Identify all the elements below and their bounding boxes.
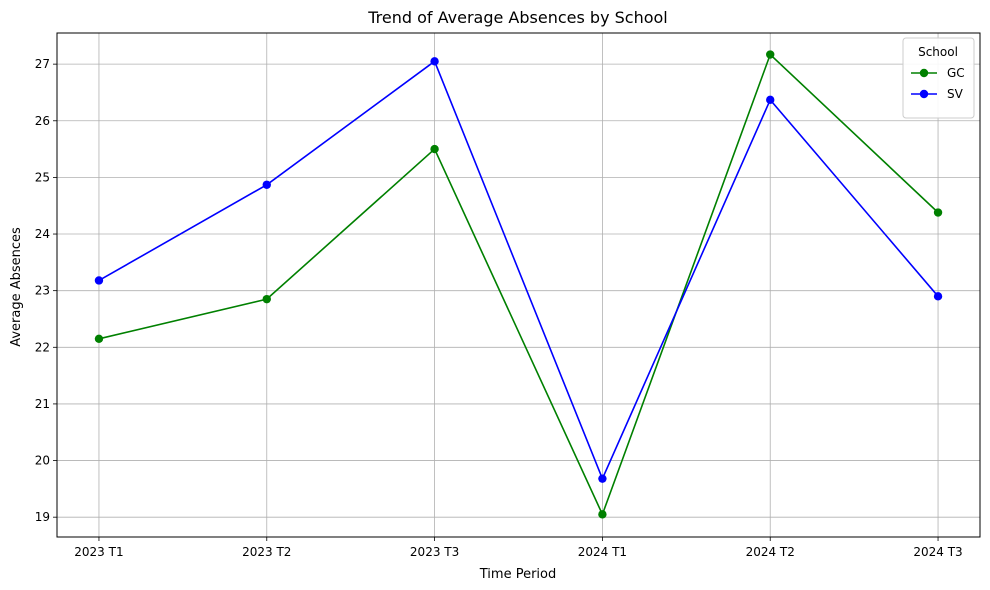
data-point-gc: [766, 50, 775, 59]
data-point-sv: [766, 95, 775, 105]
legend-label-gc: GC: [947, 66, 965, 80]
y-tick-label: 19: [35, 510, 50, 524]
series-line-gc: [98, 53, 939, 517]
legend-label-sv: SV: [947, 87, 964, 101]
x-tick-label: 2024 T2: [746, 545, 795, 559]
axes: 19 20 21 22 23 24 25 26 27 2023 T1 2023 T2 2023 T3 2…: [35, 57, 963, 559]
data-point-sv: [430, 57, 439, 66]
data-point-sv: [598, 474, 607, 483]
series-layer: [94, 50, 943, 519]
x-tick-label: 2023 T3: [410, 545, 459, 559]
legend: School GC SV: [902, 37, 975, 119]
data-point-gc: [262, 294, 271, 304]
data-point-gc: [933, 208, 943, 217]
x-tick-label: 2023 T1: [74, 545, 123, 559]
data-point-gc: [598, 510, 607, 519]
grid: [57, 33, 980, 537]
y-tick-label: 26: [35, 114, 50, 128]
y-tick-label: 25: [35, 170, 50, 184]
data-point-sv: [94, 276, 104, 285]
legend-box: [902, 37, 975, 119]
legend-title: School: [918, 45, 958, 59]
plot-frame: [56, 32, 981, 538]
legend-marker-gc: [919, 68, 929, 78]
y-tick-label: 21: [35, 397, 50, 411]
data-point-gc: [94, 334, 104, 343]
data-point-gc: [430, 144, 439, 154]
y-tick-label: 20: [35, 454, 50, 468]
y-tick-label: 27: [35, 57, 50, 71]
y-tick-label: 22: [35, 340, 50, 354]
x-tick-label: 2023 T2: [242, 545, 291, 559]
legend-marker-sv: [919, 89, 929, 99]
series-line-sv: [98, 60, 939, 481]
data-point-sv: [262, 180, 271, 189]
y-tick-label: 24: [35, 227, 50, 241]
y-axis-title: Average Absences: [9, 227, 24, 347]
series-sv: [94, 57, 943, 483]
legend-items: GC SV: [911, 66, 965, 101]
x-axis-title: Time Period: [479, 567, 556, 582]
y-tick-label: 23: [35, 284, 50, 298]
x-tick-label: 2024 T1: [578, 545, 627, 559]
chart-title: Trend of Average Absences by School: [367, 8, 667, 27]
x-tick-label: 2024 T3: [913, 545, 962, 559]
data-point-sv: [933, 292, 943, 301]
legend-item-sv: SV: [911, 87, 964, 101]
series-gc: [94, 50, 943, 519]
legend-item-gc: GC: [911, 66, 965, 80]
